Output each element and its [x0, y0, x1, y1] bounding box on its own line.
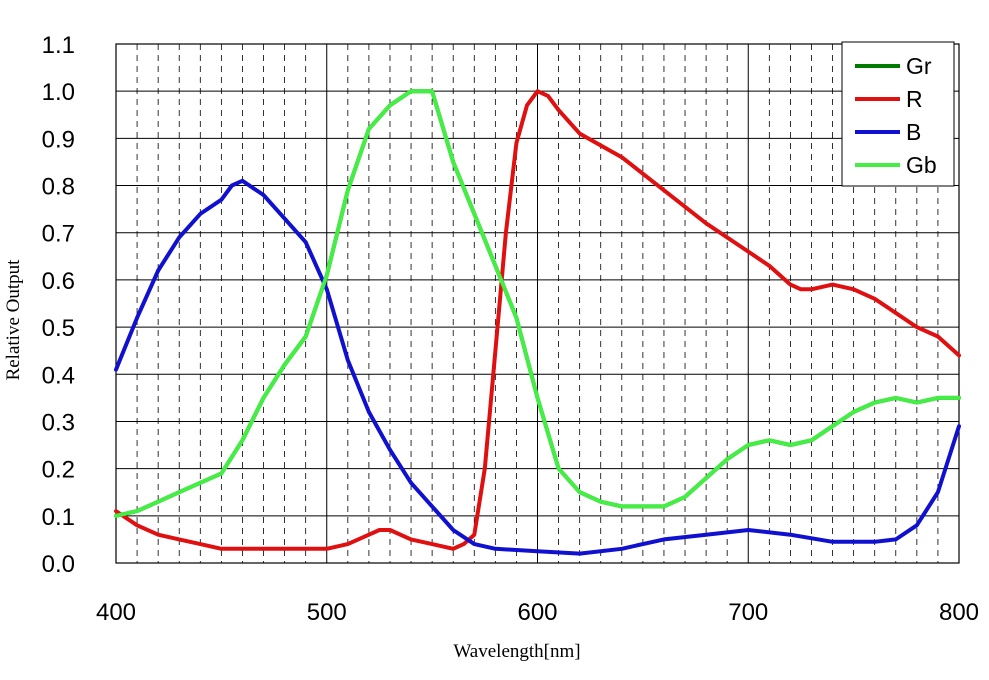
y-tick-label: 0.4: [42, 362, 75, 389]
x-tick-label: 600: [517, 599, 557, 626]
legend: Gr RB Gb: [841, 41, 955, 187]
y-tick-label: 0.1: [42, 504, 75, 531]
x-tick-label: 400: [96, 599, 136, 626]
legend-label-b: B: [906, 119, 921, 145]
series-line-b: [114, 178, 961, 556]
series-line-r: [114, 89, 961, 551]
x-axis-tick-labels: 400 500 600 700 800: [96, 599, 979, 626]
legend-label-gr: Gr: [906, 53, 932, 79]
y-tick-label: 0.8: [42, 174, 75, 201]
y-axis-tick-labels: 0.0 0.1 0.2 0.3 0.4 0.5 0.6 0.7 0.8 0.9 1.0 1.1: [42, 32, 75, 578]
legend-label-gb: Gb: [906, 152, 937, 178]
y-tick-label: 0.9: [42, 126, 75, 153]
x-tick-label: 700: [728, 599, 768, 626]
x-tick-label: 500: [307, 599, 347, 626]
series-lines: [114, 89, 961, 556]
y-tick-label: 1.1: [42, 32, 75, 59]
x-tick-label: 800: [939, 599, 979, 626]
plot-area-frame: [115, 43, 960, 564]
y-axis-title: Relative Output: [3, 259, 24, 381]
series-line-gb: [114, 89, 961, 518]
legend-label-r: R: [906, 86, 923, 112]
x-axis-title: Wavelength[nm]: [453, 641, 580, 662]
y-tick-label: 0.0: [42, 551, 75, 578]
y-tick-label: 0.5: [42, 315, 75, 342]
y-tick-label: 1.0: [42, 79, 75, 106]
y-tick-label: 0.6: [42, 268, 75, 295]
y-tick-label: 0.7: [42, 221, 75, 248]
y-tick-label: 0.2: [42, 457, 75, 484]
y-tick-label: 0.3: [42, 409, 75, 436]
